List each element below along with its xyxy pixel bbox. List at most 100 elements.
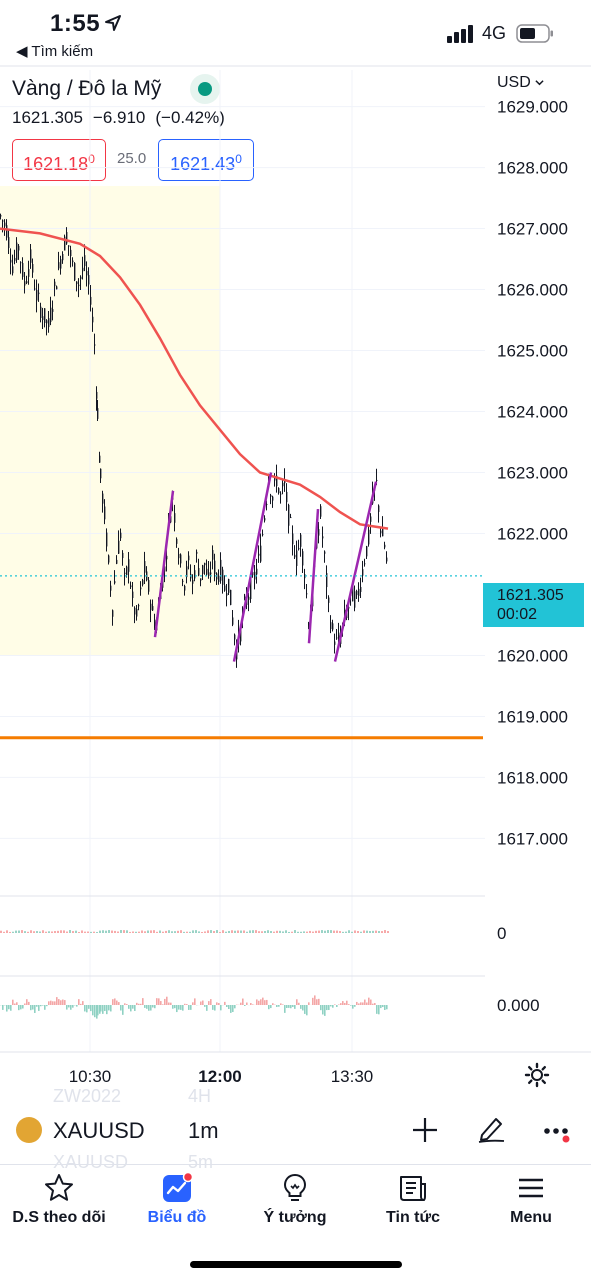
volume-bar <box>168 930 170 933</box>
volume-bar <box>387 931 389 933</box>
oscillator-bar <box>234 1005 236 1009</box>
drawing-pen-icon[interactable] <box>476 1113 506 1143</box>
oscillator-bar <box>318 998 320 1005</box>
oscillator-bar <box>78 999 80 1005</box>
candle-body <box>92 316 94 323</box>
volume-bar <box>156 931 158 933</box>
session-highlight-lower <box>0 356 220 656</box>
oscillator-bar <box>324 1005 326 1016</box>
oscillator-bar <box>326 1005 328 1011</box>
volume-bar <box>12 931 14 933</box>
price-axis[interactable]: 1629.000 1628.000 1627.000 1626.000 1625.000… <box>497 98 568 849</box>
buy-price-pip: 0 <box>235 152 242 166</box>
volume-bar <box>162 931 164 933</box>
candle-body <box>202 565 204 574</box>
volume-bar <box>240 930 242 933</box>
oscillator-bar <box>360 1002 362 1005</box>
oscillator-bar <box>200 1001 202 1005</box>
volume-bar <box>264 930 266 933</box>
oscillator-bar <box>304 1005 306 1014</box>
trend-lines[interactable] <box>153 472 378 662</box>
nav-menu[interactable]: Menu <box>472 1172 590 1232</box>
oscillator-bar <box>97 1005 99 1016</box>
volume-bar <box>57 930 59 933</box>
candle-body <box>50 307 52 322</box>
volume-bar <box>234 930 236 933</box>
volume-bar <box>255 930 257 933</box>
symbol-selector[interactable]: XAUUSD <box>53 1118 145 1143</box>
gear-icon[interactable] <box>524 1062 550 1088</box>
interval-selector[interactable]: 1m <box>188 1118 219 1143</box>
candle-body <box>8 237 10 249</box>
buy-button[interactable]: 1621.430 <box>158 139 254 181</box>
oscillator-bar <box>180 1005 182 1010</box>
candle-body <box>14 257 16 261</box>
candle-body <box>140 587 142 590</box>
candle-body <box>358 588 360 596</box>
plus-icon[interactable] <box>410 1115 440 1145</box>
candle-body <box>66 232 68 244</box>
symbol-title[interactable]: Vàng / Đô la Mỹ <box>12 77 162 100</box>
market-status-icon[interactable] <box>190 74 220 104</box>
more-options-icon[interactable] <box>543 1115 573 1145</box>
candle-body <box>30 249 32 263</box>
ghost-symbol: XAUUSD <box>53 1152 129 1172</box>
ghost-interval: 4H <box>188 1086 212 1106</box>
volume-bar <box>174 931 176 933</box>
candle-body <box>334 641 336 645</box>
nav-ideas[interactable]: Ý tưởng <box>236 1172 354 1232</box>
volume-bar <box>48 931 50 933</box>
oscillator-bar <box>356 1001 358 1005</box>
oscillator-bar <box>302 1005 304 1011</box>
time-axis[interactable]: 10:30 12:00 13:30 <box>69 1067 374 1086</box>
nav-watchlist[interactable]: D.S theo dõi <box>0 1172 118 1232</box>
volume-bar <box>207 930 209 933</box>
oscillator-bar <box>126 1004 128 1005</box>
nav-news[interactable]: Tin tức <box>354 1172 472 1232</box>
price-axis-label: 1620.000 <box>497 646 568 665</box>
nav-news-label: Tin tức <box>386 1209 440 1226</box>
price-change: −6.910 <box>92 108 146 127</box>
volume-bar <box>144 931 146 933</box>
candle-body <box>10 259 12 263</box>
oscillator-bar <box>120 1005 122 1011</box>
status-time: 1:55 <box>50 10 101 37</box>
ghost-symbol: ZW2022 <box>53 1086 122 1106</box>
lightbulb-icon <box>283 1173 307 1201</box>
oscillator-bar <box>2 1005 4 1010</box>
oscillator-bar <box>348 1004 350 1005</box>
currency-selector[interactable]: USD <box>497 74 544 92</box>
hamburger-icon <box>519 1178 543 1198</box>
oscillator-bar <box>6 1005 8 1012</box>
candle-body <box>110 585 112 591</box>
oscillator-bar <box>10 1005 12 1011</box>
oscillator-bar <box>208 1001 210 1005</box>
oscillator-axis-label: 0.000 <box>497 996 540 1015</box>
candle-body <box>198 568 200 576</box>
candle-body <box>186 566 188 578</box>
oscillator-bar <box>188 1005 190 1010</box>
oscillator-bar <box>76 1005 78 1007</box>
nav-chart[interactable]: Biểu đồ <box>118 1172 236 1232</box>
volume-bar <box>105 930 107 933</box>
oscillator-bar <box>378 1005 380 1015</box>
oscillator-bar <box>94 1005 96 1018</box>
volume-bar <box>96 931 98 933</box>
oscillator-bar <box>54 1001 56 1005</box>
oscillator-bar <box>350 1005 352 1006</box>
oscillator-bar <box>64 1000 66 1005</box>
oscillator-bar <box>316 999 318 1005</box>
oscillator-bar <box>242 998 244 1005</box>
candle-body <box>286 491 288 503</box>
candle-body <box>220 559 222 581</box>
oscillator-bar <box>152 1005 154 1008</box>
trend-line <box>307 509 320 644</box>
back-to-search-link[interactable]: ◀ Tìm kiếm <box>16 43 94 60</box>
price-axis-label: 1622.000 <box>497 524 568 543</box>
oscillator-bar <box>212 1005 214 1010</box>
volume-bar <box>282 931 284 933</box>
oscillator-bar <box>18 1005 20 1011</box>
oscillator-bar <box>206 1005 208 1011</box>
price-chart[interactable]: 1629.000 1628.000 1627.000 1626.000 1625.000… <box>0 0 591 1100</box>
candle-body <box>82 267 84 272</box>
